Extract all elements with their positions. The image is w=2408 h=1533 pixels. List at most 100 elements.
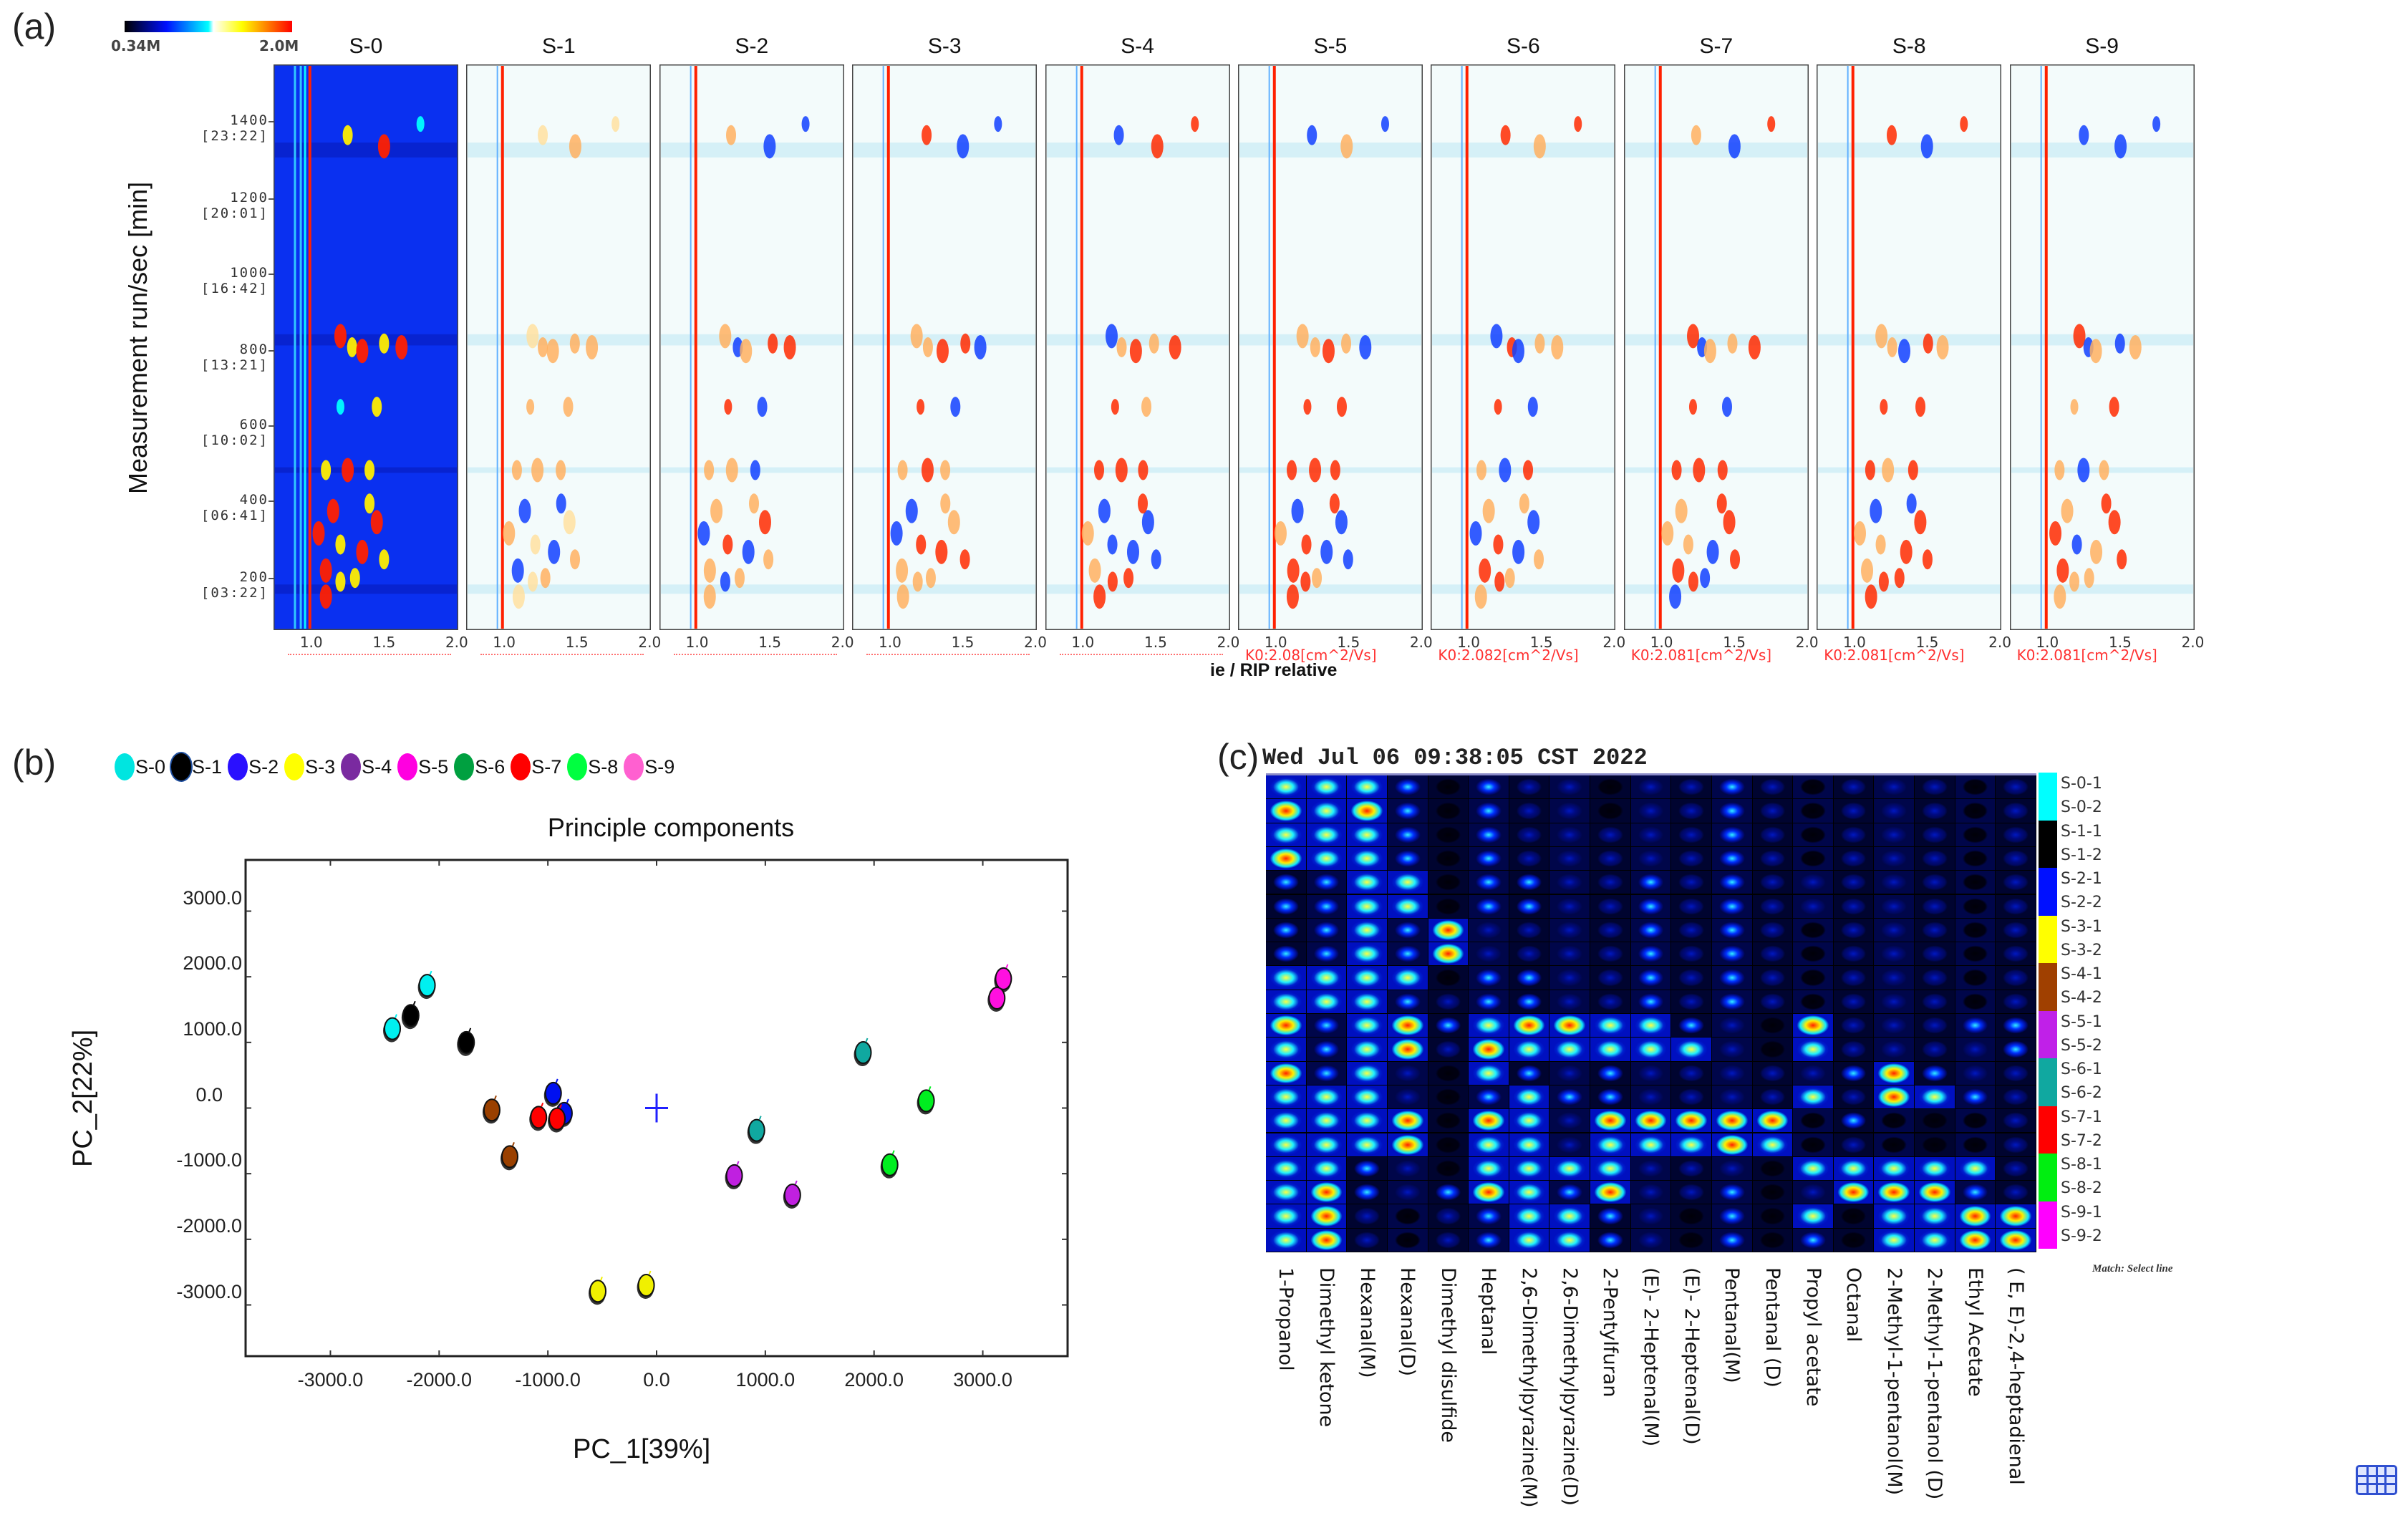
pca-point-S-7 — [530, 1106, 548, 1129]
sample-row-label: S-7-1 — [2061, 1108, 2102, 1126]
peak-spot — [783, 335, 796, 359]
background-band — [660, 334, 843, 346]
peak-spot — [896, 584, 909, 609]
heatmap-cell — [1469, 966, 1509, 990]
spectrum-panel — [659, 64, 844, 630]
heatmap-cell — [1549, 1085, 1590, 1109]
compound-label: 1-Propanol — [1275, 1267, 1297, 1371]
legend-label: S-8 — [588, 755, 619, 778]
y-tick-mark — [269, 350, 274, 352]
heatmap-cell — [1833, 1228, 1874, 1252]
background-band — [1818, 334, 2001, 346]
y-tick-mark — [269, 500, 274, 502]
y-tick-label: 200 [03:22] — [183, 569, 269, 601]
peak-spot — [1879, 571, 1890, 592]
heatmap-cell — [1915, 1156, 1955, 1181]
peak-spot — [1141, 510, 1154, 535]
heatmap-cell — [1469, 1038, 1509, 1061]
heatmap-cell — [1509, 1133, 1549, 1156]
heatmap-cell — [1996, 846, 2036, 871]
heatmap-cell — [1833, 1085, 1874, 1109]
heatmap-cell — [1711, 871, 1752, 894]
heatmap-cell — [1266, 775, 1306, 799]
sample-color-swatch — [2039, 987, 2057, 1011]
match-select-line[interactable]: Match: Select line — [2092, 1263, 2173, 1275]
peak-spot — [2070, 399, 2079, 415]
spectrum-title: S-0 — [349, 34, 383, 58]
spectrum-panel — [1238, 64, 1423, 630]
heatmap-cell — [1752, 871, 1793, 894]
pca-point-S-6 — [748, 1118, 765, 1142]
peak-spot — [748, 493, 759, 514]
y-tick-value: 600 — [239, 417, 269, 432]
heatmap-cell — [1996, 966, 2036, 990]
heatmap-cell — [1915, 966, 1955, 990]
peak-spot — [1493, 534, 1504, 555]
heatmap-cell — [1711, 1085, 1752, 1109]
sample-row-label: S-1-1 — [2061, 822, 2102, 841]
heatmap-cell — [1469, 1228, 1509, 1252]
peak-spot — [1748, 335, 1761, 359]
heatmap-cell — [1347, 990, 1387, 1013]
heatmap-cell — [1509, 1014, 1549, 1038]
heatmap-cell — [1671, 966, 1711, 990]
heatmap-cell — [1590, 823, 1630, 846]
point-tick — [541, 1102, 544, 1107]
peak-spot — [935, 539, 948, 564]
point-tick — [1005, 964, 1009, 969]
point-tick — [600, 1276, 603, 1281]
y-tick-time: [10:02] — [200, 432, 269, 448]
x-tick-label: 2.0 — [2181, 634, 2205, 651]
heatmap-cell — [1306, 846, 1347, 871]
peak-spot — [1296, 324, 1309, 349]
heatmap-cell — [1509, 918, 1549, 942]
pca-point-S-3 — [637, 1274, 655, 1297]
heatmap-cell — [1266, 1156, 1306, 1181]
heatmap-cell — [1347, 799, 1387, 823]
heatmap-cell — [1590, 1156, 1630, 1181]
heatmap-cell — [1590, 1133, 1630, 1156]
grid-table-icon[interactable] — [2356, 1465, 2397, 1495]
heatmap-cell — [1630, 918, 1671, 942]
heatmap-cell — [1671, 1181, 1711, 1204]
peak-spot — [1574, 116, 1582, 132]
heatmap-cell — [1874, 966, 1915, 990]
rip-peak-line — [1466, 66, 1469, 629]
heatmap-cell — [1266, 1228, 1306, 1252]
heatmap-cell — [1711, 799, 1752, 823]
heatmap-cell — [1469, 1156, 1509, 1181]
sample-row-label: S-2-1 — [2061, 870, 2102, 888]
peak-spot — [1190, 116, 1199, 132]
peak-spot — [1661, 521, 1674, 546]
sample-color-swatch — [2039, 773, 2057, 797]
peak-spot — [703, 584, 716, 609]
peak-spot — [916, 534, 927, 555]
heatmap-cell — [1509, 871, 1549, 894]
sample-row-label: S-5-1 — [2061, 1012, 2102, 1031]
peak-spot — [416, 116, 425, 132]
intensity-colorbar — [125, 21, 292, 32]
legend-marker — [511, 753, 531, 780]
k0-label: K0:2.081[cm^2/Vs] — [1630, 647, 1772, 664]
peak-spot — [697, 521, 710, 546]
peak-spot — [1115, 458, 1128, 483]
peak-spot — [1310, 337, 1320, 357]
compound-label: 2-Methyl-1-pentanol (D) — [1923, 1267, 1946, 1500]
peak-spot — [1340, 134, 1353, 159]
pca-y-axis-title: PC_2[22%] — [68, 1029, 98, 1167]
heatmap-cell — [1793, 799, 1833, 823]
background-band — [275, 142, 457, 158]
heatmap-cell — [1915, 871, 1955, 894]
pca-x-axis-title: PC_1[39%] — [573, 1434, 711, 1464]
heatmap-cell — [1306, 1204, 1347, 1228]
heatmap-cell — [1509, 1109, 1549, 1133]
background-band — [1046, 142, 1229, 158]
heatmap-cell — [1915, 1228, 1955, 1252]
peak-spot — [959, 549, 970, 570]
heatmap-cell — [1630, 1156, 1671, 1181]
y-tick-value: 800 — [239, 342, 269, 357]
peak-spot — [725, 125, 736, 145]
peak-spot — [342, 125, 353, 145]
peak-spot — [922, 125, 932, 145]
peak-spot — [763, 134, 776, 159]
